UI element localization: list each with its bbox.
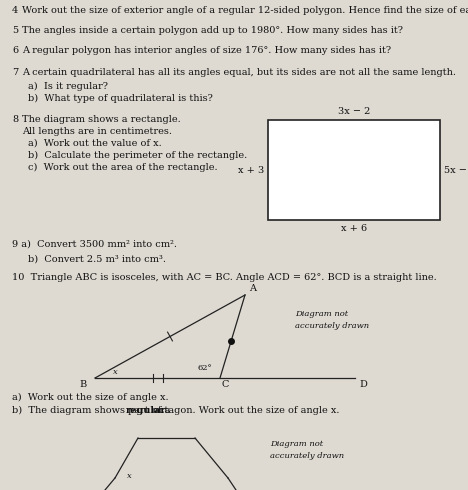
Text: 3x − 2: 3x − 2 — [338, 107, 370, 116]
Text: Diagram not: Diagram not — [270, 440, 323, 448]
Text: A regular polygon has interior angles of size 176°. How many sides has it?: A regular polygon has interior angles of… — [22, 46, 391, 55]
Text: x + 6: x + 6 — [341, 224, 367, 233]
Text: a)  Work out the size of angle x.: a) Work out the size of angle x. — [12, 393, 168, 402]
Text: a)  Is it regular?: a) Is it regular? — [28, 82, 108, 91]
Text: 62°: 62° — [198, 364, 212, 372]
Text: 5: 5 — [12, 26, 18, 35]
Text: x: x — [127, 472, 132, 480]
Text: x: x — [113, 368, 118, 376]
Text: Diagram not: Diagram not — [295, 310, 348, 318]
Text: b)  The diagram shows part of a: b) The diagram shows part of a — [12, 406, 173, 415]
Text: a)  Work out the value of x.: a) Work out the value of x. — [28, 139, 162, 148]
Text: 4: 4 — [12, 6, 18, 15]
Text: A certain quadrilateral has all its angles equal, but its sides are not all the : A certain quadrilateral has all its angl… — [22, 68, 456, 77]
Text: 9 a)  Convert 3500 mm² into cm².: 9 a) Convert 3500 mm² into cm². — [12, 240, 177, 249]
Text: D: D — [359, 380, 367, 389]
Text: 8: 8 — [12, 115, 18, 124]
Text: octagon. Work out the size of angle x.: octagon. Work out the size of angle x. — [150, 406, 340, 415]
Text: The diagram shows a rectangle.: The diagram shows a rectangle. — [22, 115, 181, 124]
Text: accurately drawn: accurately drawn — [270, 452, 344, 460]
Text: x + 3: x + 3 — [238, 166, 264, 174]
Text: 6: 6 — [12, 46, 18, 55]
Text: regular: regular — [125, 406, 166, 415]
Text: A: A — [249, 284, 256, 293]
Text: c)  Work out the area of the rectangle.: c) Work out the area of the rectangle. — [28, 163, 218, 172]
Text: accurately drawn: accurately drawn — [295, 322, 369, 330]
Text: 7: 7 — [12, 68, 18, 77]
Text: B: B — [80, 380, 87, 389]
Text: The angles inside a certain polygon add up to 1980°. How many sides has it?: The angles inside a certain polygon add … — [22, 26, 403, 35]
Text: b)  Convert 2.5 m³ into cm³.: b) Convert 2.5 m³ into cm³. — [28, 255, 166, 264]
Bar — [268, 120, 440, 220]
Text: 5x − 13: 5x − 13 — [444, 166, 468, 174]
Text: Work out the size of exterior angle of a regular 12-sided polygon. Hence find th: Work out the size of exterior angle of a… — [22, 6, 468, 15]
Text: All lengths are in centimetres.: All lengths are in centimetres. — [22, 127, 172, 136]
Text: C: C — [222, 380, 229, 389]
Text: b)  What type of quadrilateral is this?: b) What type of quadrilateral is this? — [28, 94, 213, 103]
Text: b)  Calculate the perimeter of the rectangle.: b) Calculate the perimeter of the rectan… — [28, 151, 247, 160]
Text: 10  Triangle ABC is isosceles, with AC = BC. Angle ACD = 62°. BCD is a straight : 10 Triangle ABC is isosceles, with AC = … — [12, 273, 437, 282]
